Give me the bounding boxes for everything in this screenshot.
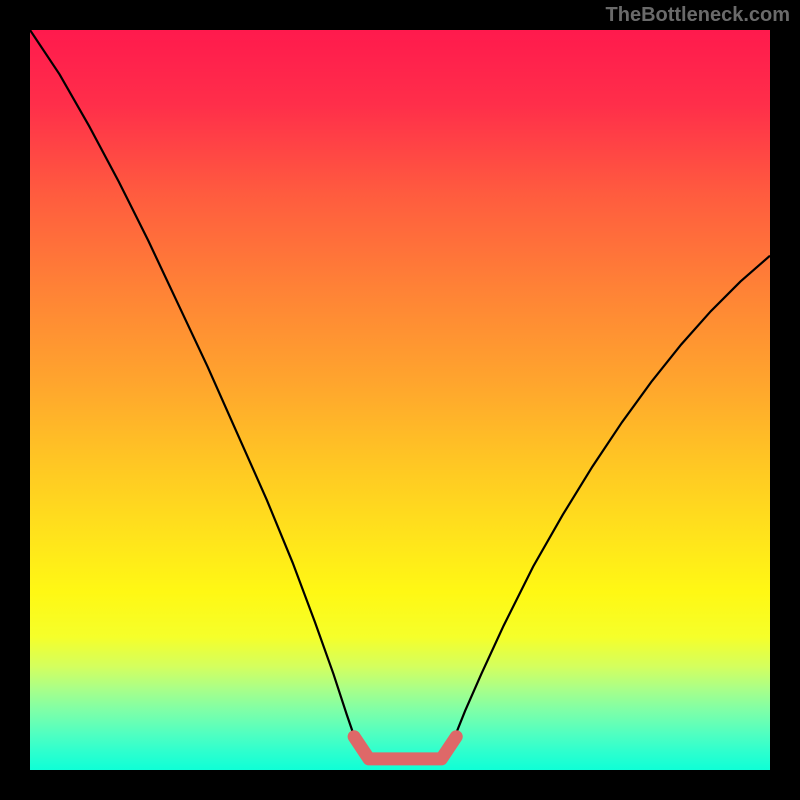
plot-area (30, 30, 770, 770)
curve-right-line (453, 256, 770, 741)
watermark-text: TheBottleneck.com (606, 4, 790, 27)
curve-left-line (30, 30, 356, 740)
curve-overlay (30, 30, 770, 770)
bottom-marker-line (354, 737, 456, 759)
